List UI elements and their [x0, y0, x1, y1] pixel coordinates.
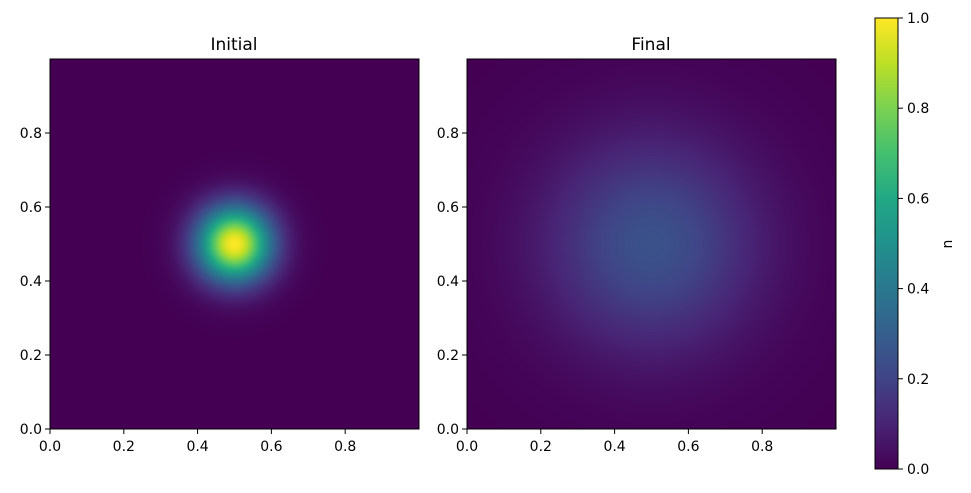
y-tick-label: 0.4 [437, 274, 459, 290]
colorbar: 0.0 0.2 0.4 0.6 0.8 1.0 u [874, 11, 956, 478]
colorbar-tick-label: 1.0 [907, 11, 929, 27]
x-ticks-initial: 0.0 0.2 0.4 0.6 0.8 [39, 429, 356, 455]
heatmap-final-container [467, 59, 836, 429]
y-tick-label: 0.0 [20, 422, 42, 438]
y-tick-label: 0.8 [20, 126, 42, 142]
x-tick-label: 0.0 [39, 439, 61, 455]
x-tick-label: 0.4 [186, 439, 208, 455]
y-ticks-final: 0.0 0.2 0.4 0.6 0.8 [437, 126, 467, 438]
colorbar-tick-label: 0.4 [907, 282, 929, 298]
colorbar-tick-label: 0.8 [907, 101, 929, 117]
colorbar-frame [874, 17, 899, 470]
panel-title-final: Final [631, 35, 670, 55]
x-tick-label: 0.8 [334, 439, 356, 455]
y-tick-label: 0.0 [437, 422, 459, 438]
heatmap-initial-container [50, 59, 419, 429]
panel-initial: Initial 0.0 0.2 0.4 0.6 0.8 0.0 0.2 0.4 0.6 0.8 [20, 35, 420, 455]
y-tick-label: 0.2 [20, 348, 42, 364]
x-tick-label: 0.6 [677, 439, 699, 455]
heatmap-initial [50, 59, 419, 429]
x-tick-label: 0.2 [113, 439, 135, 455]
x-tick-label: 0.4 [603, 439, 625, 455]
x-tick-label: 0.6 [260, 439, 282, 455]
colorbar-tick-label: 0.6 [907, 191, 929, 207]
x-ticks-final: 0.0 0.2 0.4 0.6 0.8 [456, 429, 773, 455]
heatmap-final [467, 59, 836, 429]
x-tick-label: 0.8 [751, 439, 773, 455]
x-tick-label: 0.2 [530, 439, 552, 455]
colorbar-gradient [875, 18, 898, 469]
axes-frame-final [466, 58, 837, 430]
y-tick-label: 0.8 [437, 126, 459, 142]
x-tick-label: 0.0 [456, 439, 478, 455]
y-tick-label: 0.2 [437, 348, 459, 364]
colorbar-tick-label: 0.2 [907, 372, 929, 388]
colorbar-tick-label: 0.0 [907, 462, 929, 478]
y-tick-label: 0.6 [437, 200, 459, 216]
colorbar-ticks: 0.0 0.2 0.4 0.6 0.8 1.0 [898, 11, 929, 478]
panel-title-initial: Initial [210, 35, 257, 55]
y-tick-label: 0.6 [20, 200, 42, 216]
y-tick-label: 0.4 [20, 274, 42, 290]
panel-final: Final 0.0 0.2 0.4 0.6 0.8 0.0 0.2 0.4 0.6 0.8 [437, 35, 837, 455]
y-ticks-initial: 0.0 0.2 0.4 0.6 0.8 [20, 126, 50, 438]
axes-frame-initial [49, 58, 420, 430]
colorbar-label: u [940, 240, 956, 249]
